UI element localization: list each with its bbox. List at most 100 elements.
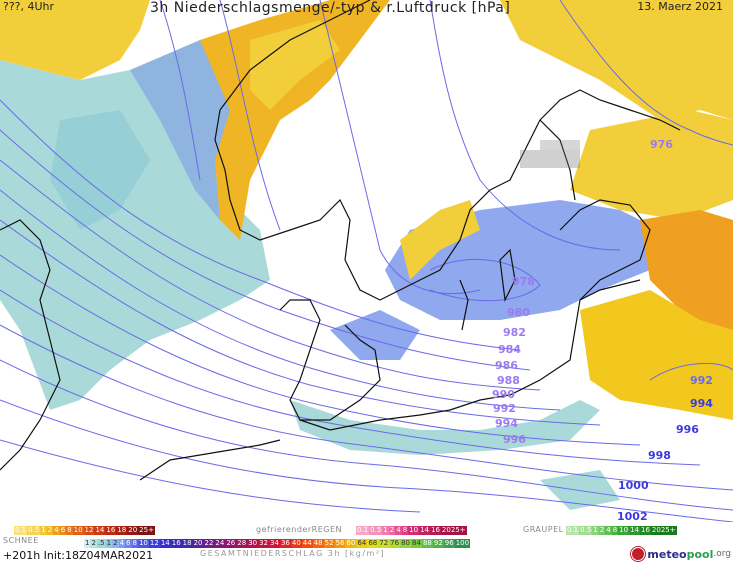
coastline-finland [539,89,681,131]
scale-cell: 4 [605,526,612,535]
scale-cell: 64 [356,539,368,548]
total-precip-title: GESAMTNIEDERSCHLAG 3h [kg/m²] [200,549,386,558]
scale-cell: 22 [203,539,215,548]
scale-cell: 1 [84,539,91,548]
scale-cell: 1 [40,526,47,535]
snow-area [330,310,420,360]
scale-cell: 2 [598,526,606,535]
init-time: +201h Init:18Z04MAR2021 [3,549,154,562]
coastline-oland [459,279,469,331]
scale-cell: 6 [59,526,67,535]
scale-cell: 14 [419,526,430,535]
scale-cell: 6 [125,539,132,548]
isobar-layer [0,0,733,522]
isobar-line [0,399,733,522]
isobar-line [559,0,733,146]
scale-cell: 100 [454,539,471,548]
isobar-label: 1000 [618,479,649,492]
logo-text-c: .org [713,549,731,559]
scale-cell: 2 [90,539,97,548]
coastline-netherlands [139,439,281,481]
coastline-denmark [279,299,381,421]
scale-cell: 0.5 [579,526,593,535]
isobar-label: 992 [690,374,713,387]
snow-area [50,110,150,230]
scale-cell: 1 [382,526,389,535]
scale-cell: 12 [83,526,95,535]
scale-cell: 0.1 [14,526,28,535]
scale-cell: 32 [258,539,270,548]
run-info: ???, 4Uhr [3,0,55,13]
scale-cell: 0.5 [369,526,383,535]
graupel-title: GRAUPEL [523,525,564,534]
isobar-label: 984 [498,343,521,356]
scale-cell: 72 [378,539,390,548]
scale-cell: 92 [432,539,444,548]
scale-cell: 20 [192,539,204,548]
scale-cell: 30 [247,539,259,548]
scale-cell: 96 [443,539,455,548]
coastline-gulf-bothnia [539,119,576,201]
scale-cell: 24 [214,539,226,548]
scale-cell: 1 [105,539,113,548]
isobar-line [0,254,641,446]
snow-speckle [520,140,580,168]
logo-ball-icon [631,547,646,561]
scale-cell: 14 [629,526,640,535]
logo-text-a: meteo [647,547,687,561]
isobar-label: 996 [676,423,699,436]
isobar-label: 992 [493,402,516,415]
snow-area [290,400,600,455]
coastline-gotland [499,248,516,303]
precipitation-layer [0,0,733,510]
scale-cell: 36 [279,539,291,548]
coastline-layer [0,0,681,481]
scale-cell: 44 [301,539,313,548]
scale-cell: 8 [401,526,409,535]
scale-cell: 56 [334,539,346,548]
isobar-label: 1002 [617,510,648,522]
isobar-labels: 976 978 980 982 984 986 988 990 992 994 … [492,138,713,522]
rain-area [500,0,733,120]
isobar-label: 980 [507,306,530,319]
scale-cell: 18 [181,539,193,548]
isobar-line [0,324,733,491]
isobar-line [649,362,733,381]
isobar-line [0,159,541,391]
scale-cell: 4 [118,539,126,548]
scale-cell: 16 [640,526,651,535]
scale-cell: 84 [411,539,422,548]
scale-cell: 10 [72,526,84,535]
coastline-norway [214,109,351,261]
meteopool-logo[interactable]: meteo pool .org [631,547,731,561]
scale-cell: 0.5 [27,526,41,535]
scale-cell: 14 [94,526,106,535]
scale-cell: 48 [312,539,324,548]
snow-title: SCHNEE [3,536,39,545]
scale-cell: 0.1 [356,526,370,535]
rain-area [400,200,480,280]
rain-area [250,20,340,110]
total-precip-scale: 1 2 .5 1 2 4 6 8 10 12 14 16 18 20 22 24… [84,539,471,548]
freezing-rain-title: gefrierenderREGEN [256,525,342,534]
scale-cell: 40 [290,539,302,548]
scale-cell: 34 [269,539,280,548]
isobar-label: 988 [497,374,520,387]
isobar-label: 994 [690,397,713,410]
scale-cell: 8 [611,526,619,535]
scale-cell: 25+ [138,526,155,535]
scale-cell: 8 [66,526,73,535]
isobar-label: 994 [495,417,518,430]
isobar-label: 986 [495,359,518,372]
scale-cell: 16 [170,539,182,548]
scale-cell: 8 [131,539,138,548]
snow-area [540,470,620,510]
rain-area [200,0,390,240]
scale-cell: 2 [112,539,119,548]
scale-cell: 88 [421,539,433,548]
scale-cell: 16 [430,526,441,535]
isobar-line [159,0,201,181]
rain-area [570,110,733,220]
freezing-rain-scale: 0.1 0.5 1 2 4 8 10 14 16 2025+ [356,526,467,535]
rain-area [640,210,733,330]
